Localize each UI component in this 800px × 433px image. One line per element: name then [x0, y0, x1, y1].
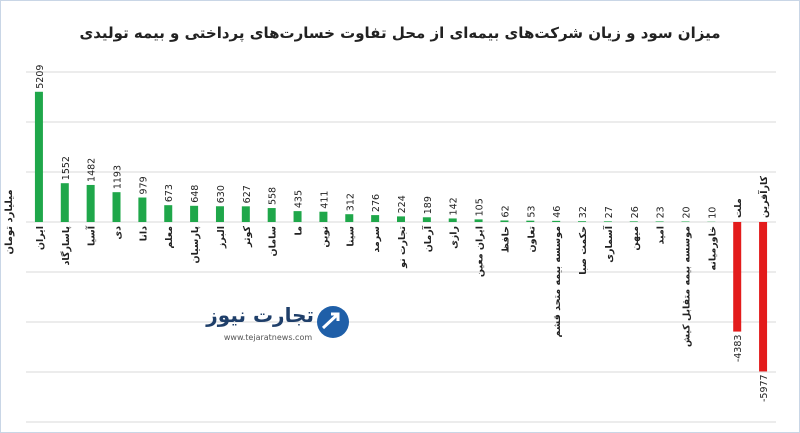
value-label: 276	[371, 194, 382, 212]
bar	[345, 214, 354, 222]
bar	[241, 206, 250, 222]
x-tick-label: دی	[113, 226, 124, 240]
value-label: 630	[216, 185, 227, 203]
x-tick-label: معلم	[164, 226, 175, 249]
x-tick-label: آسیا	[85, 225, 98, 246]
bar	[164, 205, 173, 222]
value-label: 27	[604, 206, 615, 218]
x-tick-label: البرز	[216, 226, 227, 249]
value-label: 105	[475, 198, 486, 216]
x-tick-label: نوین	[319, 226, 330, 248]
logo-text: تجارت نیوز	[205, 303, 314, 327]
value-label: 23	[656, 206, 667, 218]
value-label: 558	[268, 187, 279, 205]
bar	[60, 183, 69, 222]
bar	[397, 216, 405, 222]
x-tick-label: حکمت صبا	[578, 226, 589, 275]
x-tick-label: رازی	[449, 226, 460, 249]
bar	[34, 91, 43, 223]
bar	[500, 220, 509, 222]
x-tick-label: سرمد	[371, 226, 382, 253]
bar	[603, 221, 612, 222]
x-tick-label: موسسه بیمه متحد قشم	[552, 226, 563, 338]
value-label: 142	[449, 197, 460, 215]
value-label: 26	[630, 206, 641, 218]
bar	[655, 221, 664, 222]
bar	[759, 222, 768, 372]
bar	[319, 211, 328, 222]
value-label: 10	[707, 207, 718, 219]
bar	[422, 217, 431, 222]
x-tick-label: خاورمیانه	[707, 226, 718, 270]
value-label: 46	[552, 206, 563, 218]
y-axis-label: میلیارد تومان	[4, 189, 15, 254]
x-tick-label: کوثر	[242, 226, 253, 248]
value-label: -5977	[759, 374, 770, 402]
value-label: 32	[578, 206, 589, 218]
bar	[371, 215, 380, 222]
x-tick-label: پارسیان	[190, 226, 201, 264]
x-tick-label: ملت	[733, 198, 744, 218]
value-label: 411	[319, 191, 330, 209]
x-tick-label: امید	[656, 226, 667, 245]
bar	[138, 197, 147, 222]
watermark: تجارت نیوز www.tejaratnews.com	[205, 303, 349, 342]
x-tick-label: موسسه بیمه متقابل کیش	[681, 226, 692, 347]
bar	[681, 221, 690, 222]
bar	[112, 192, 121, 222]
x-tick-label: ایران	[35, 226, 46, 250]
value-label: 53	[526, 206, 537, 218]
x-tick-label: آرمان	[421, 225, 434, 252]
bar	[733, 222, 742, 332]
value-label: 189	[423, 196, 434, 214]
value-label: 673	[164, 184, 175, 202]
bar	[293, 211, 302, 222]
x-tick-label: پاسارگاد	[60, 226, 72, 265]
value-label: -4383	[733, 335, 744, 363]
x-tick-label: سینا	[345, 226, 356, 247]
bar	[629, 221, 638, 222]
bar	[448, 218, 457, 222]
x-tick-label: ما	[294, 226, 305, 236]
logo-icon	[317, 306, 349, 338]
value-label: 1193	[113, 165, 124, 189]
value-label: 312	[345, 193, 356, 211]
value-label: 979	[138, 176, 149, 194]
x-tick-label: کارآفرین	[757, 175, 770, 218]
bar	[267, 208, 276, 222]
value-label: 5209	[35, 65, 46, 89]
bar	[215, 206, 224, 222]
bar	[474, 219, 483, 222]
value-label: 62	[500, 205, 511, 217]
x-tick-label: حافظ	[500, 226, 511, 253]
x-tick-label: تجارت نو	[397, 226, 408, 269]
logo-url: www.tejaratnews.com	[224, 333, 312, 342]
value-label: 1552	[61, 156, 72, 180]
value-label: 1482	[87, 158, 98, 182]
logo-arrow	[321, 312, 340, 330]
value-label: 435	[294, 190, 305, 208]
bar	[578, 221, 587, 222]
bar	[190, 205, 199, 222]
x-tick-label: دانا	[138, 226, 149, 241]
value-label: 627	[242, 185, 253, 203]
value-label: 20	[681, 206, 692, 218]
x-tick-label: آسماری	[602, 225, 615, 262]
x-tick-label: میهن	[630, 226, 641, 251]
value-label: 224	[397, 195, 408, 213]
bar	[86, 184, 95, 222]
x-tick-label: تعاون	[526, 226, 537, 253]
bar	[552, 220, 561, 222]
bar	[526, 220, 535, 222]
value-label: 648	[190, 185, 201, 203]
x-tick-label: سامان	[268, 226, 279, 256]
x-tick-label: ایران معین	[475, 226, 486, 277]
chart-title: میزان سود و زیان شرکت‌های بیمه‌ای از محل…	[80, 24, 721, 43]
